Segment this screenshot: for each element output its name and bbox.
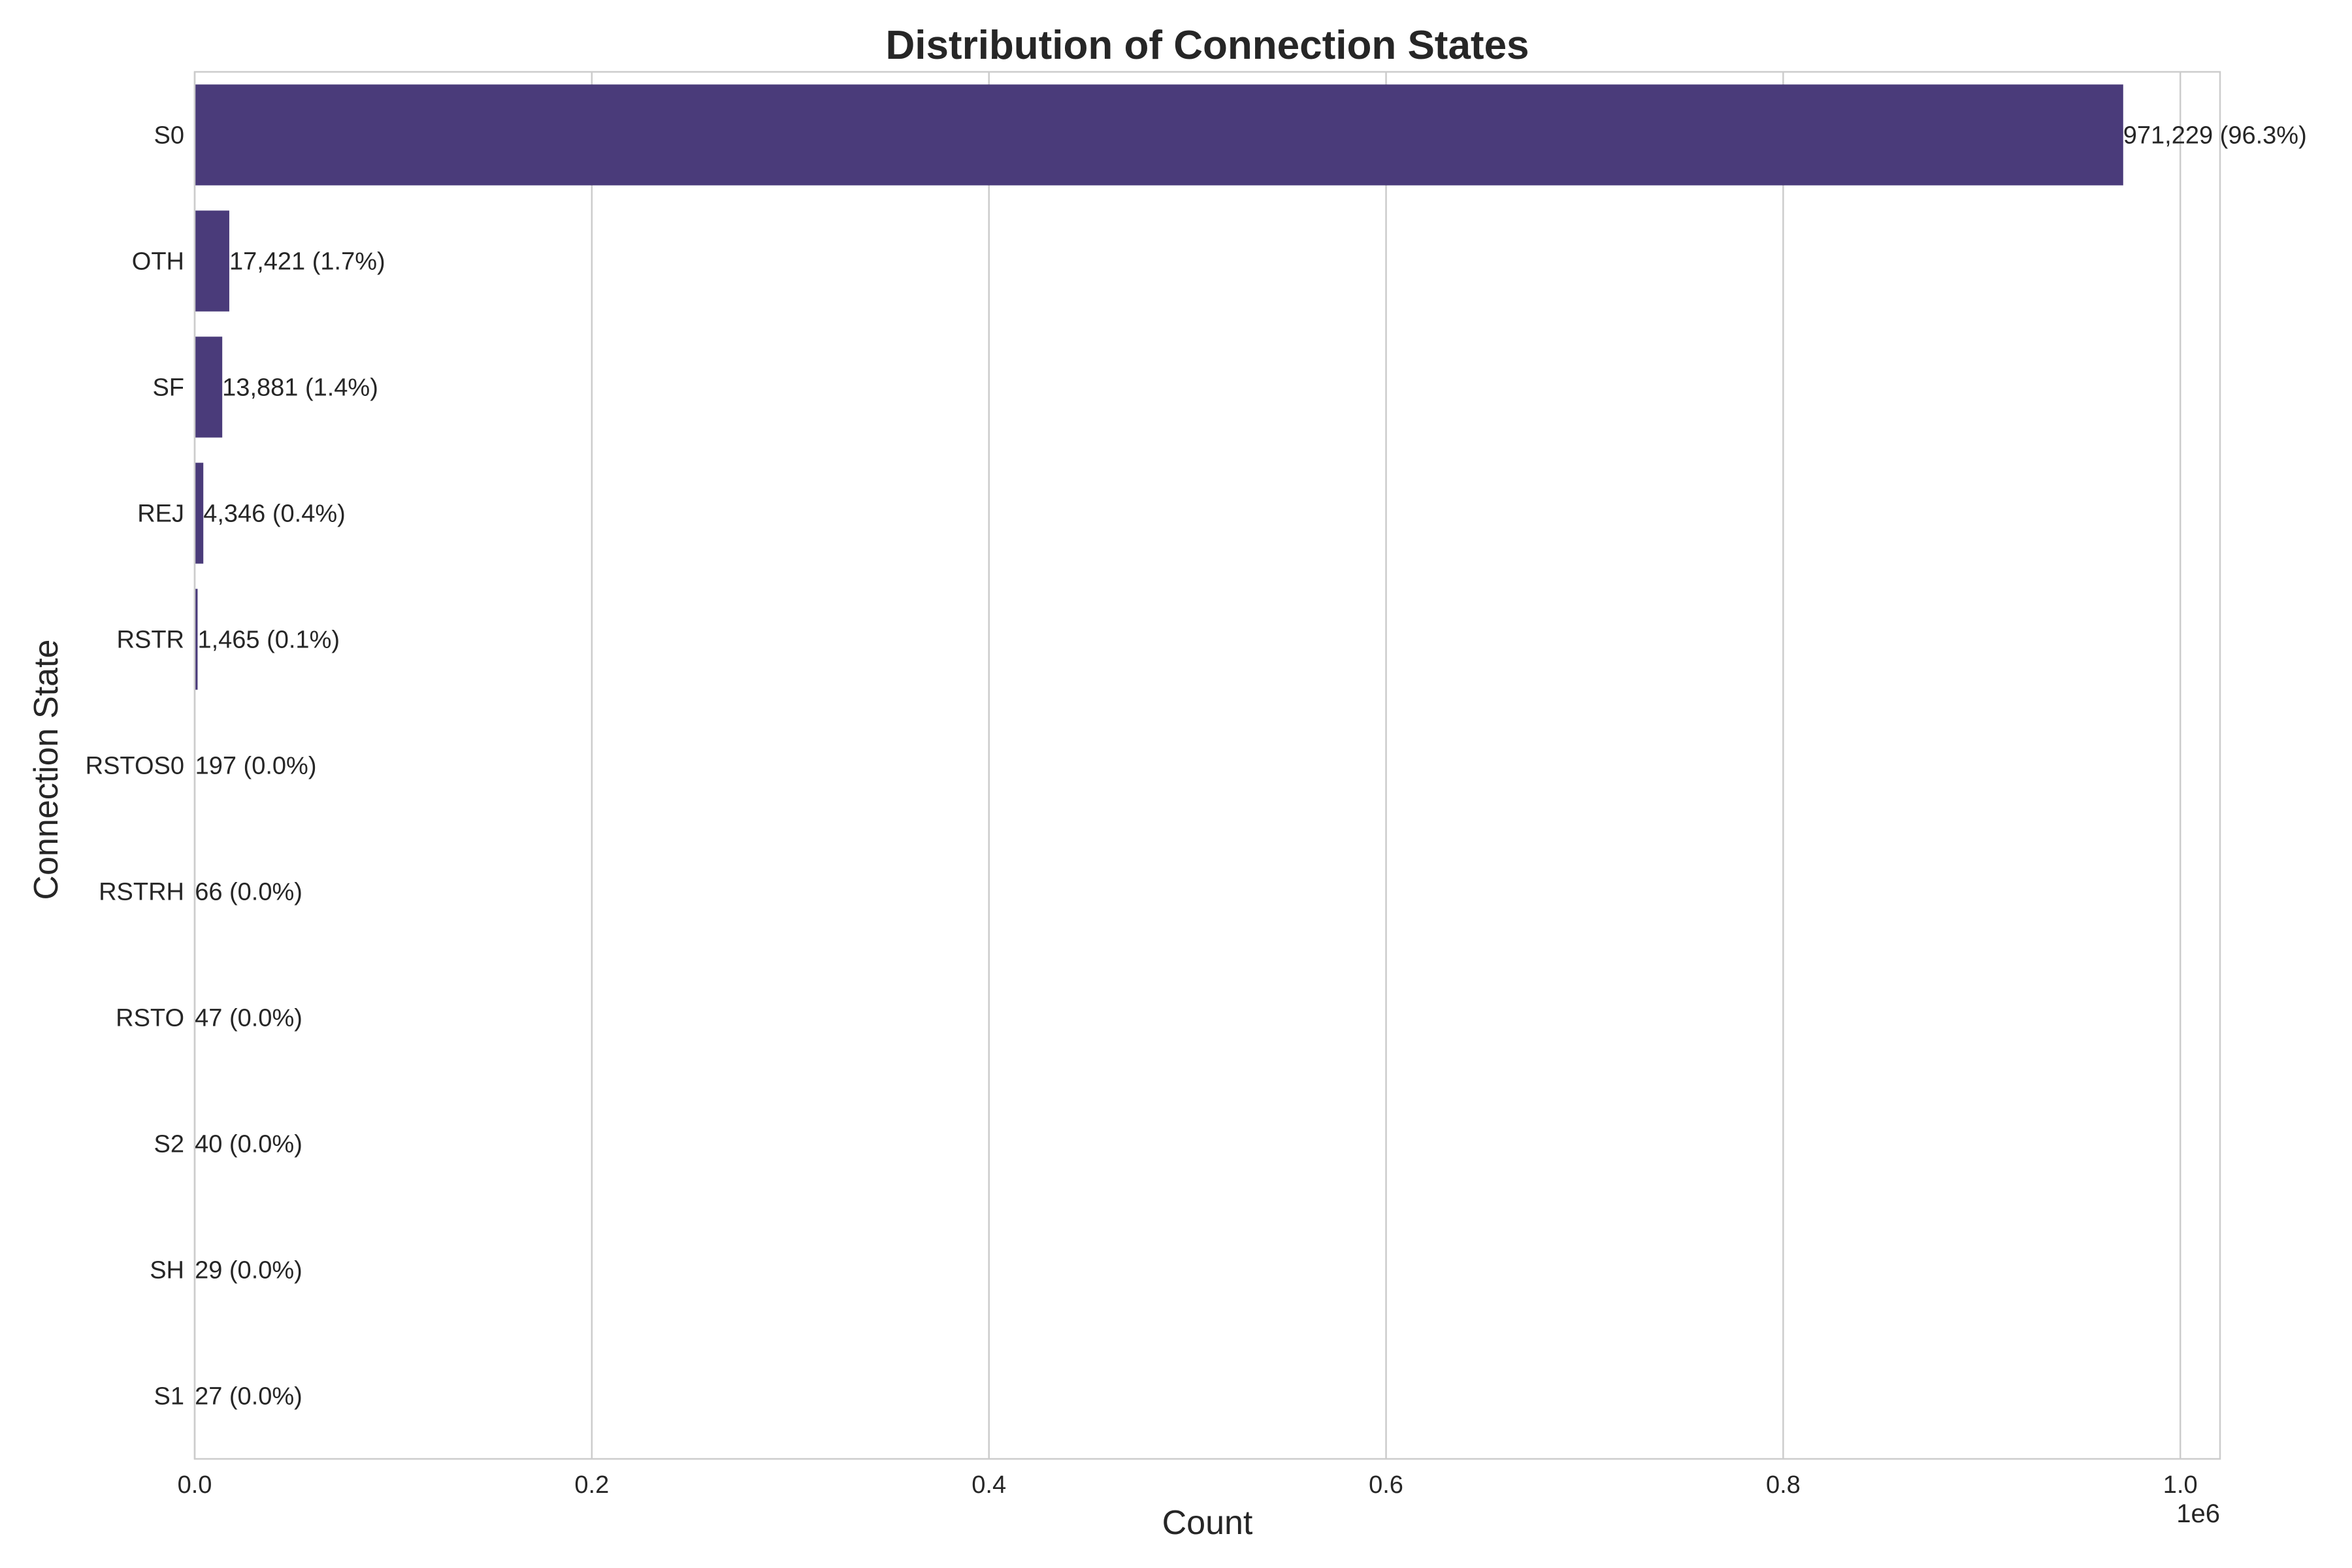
data-label-rsto: 47 (0.0%) [195,1005,302,1032]
y-tick-label-sh: SH [150,1257,184,1284]
data-label-rstrh: 66 (0.0%) [195,879,302,906]
x-tick-label-1: 0.2 [574,1471,609,1499]
data-label-s0: 971,229 (96.3%) [2123,122,2307,150]
plot-frame [193,71,2221,1460]
x-axis-label: Count [1162,1504,1253,1542]
data-label-sh: 29 (0.0%) [195,1257,302,1284]
data-label-rej: 4,346 (0.4%) [203,500,346,528]
y-tick-label-s2: S2 [154,1131,184,1158]
plot-border [193,71,2221,1460]
y-tick-label-rstrh: RSTRH [99,879,184,906]
bar-s0 [195,84,2123,186]
data-label-rstr: 1,465 (0.1%) [197,627,340,654]
y-tick-label-rej: REJ [137,500,184,528]
y-tick-label-s1: S1 [154,1383,184,1411]
data-label-s2: 40 (0.0%) [195,1131,302,1158]
y-tick-labels: S0 OTH SF REJ RSTR RSTOS0 RSTRH RSTO S2 SH S1 [86,122,184,1411]
y-tick-label-rstr: RSTR [117,627,184,654]
y-tick-label-sf: SF [152,374,184,402]
data-label-oth: 17,421 (1.7%) [229,248,385,276]
y-tick-label-s0: S0 [154,122,184,150]
chart-title: Distribution of Connection States [885,23,1529,68]
bar-rstr [195,589,198,690]
bar-rej [195,463,204,564]
x-tick-label-2: 0.4 [972,1471,1006,1499]
data-label-sf: 13,881 (1.4%) [222,374,378,402]
x-tick-labels: 0.0 0.2 0.4 0.6 0.8 1.0 [178,1471,2198,1499]
x-tick-label-0: 0.0 [178,1471,212,1499]
bar-sf [195,336,223,438]
y-axis-label: Connection State [27,640,65,900]
x-tick-label-5: 1.0 [2163,1471,2198,1499]
data-labels: 971,229 (96.3%) 17,421 (1.7%) 13,881 (1.4%… [195,122,2307,1411]
y-tick-label-rstos0: RSTOS0 [86,753,184,780]
data-label-rstos0: 197 (0.0%) [195,753,317,780]
bars [195,84,2123,1446]
data-label-s1: 27 (0.0%) [195,1383,302,1411]
bar-oth [195,210,229,312]
x-axis-offset-label: 1e6 [2176,1499,2220,1528]
x-tick-label-4: 0.8 [1766,1471,1801,1499]
y-tick-label-oth: OTH [132,248,184,276]
y-tick-label-rsto: RSTO [116,1005,184,1032]
x-tick-label-3: 0.6 [1369,1471,1403,1499]
